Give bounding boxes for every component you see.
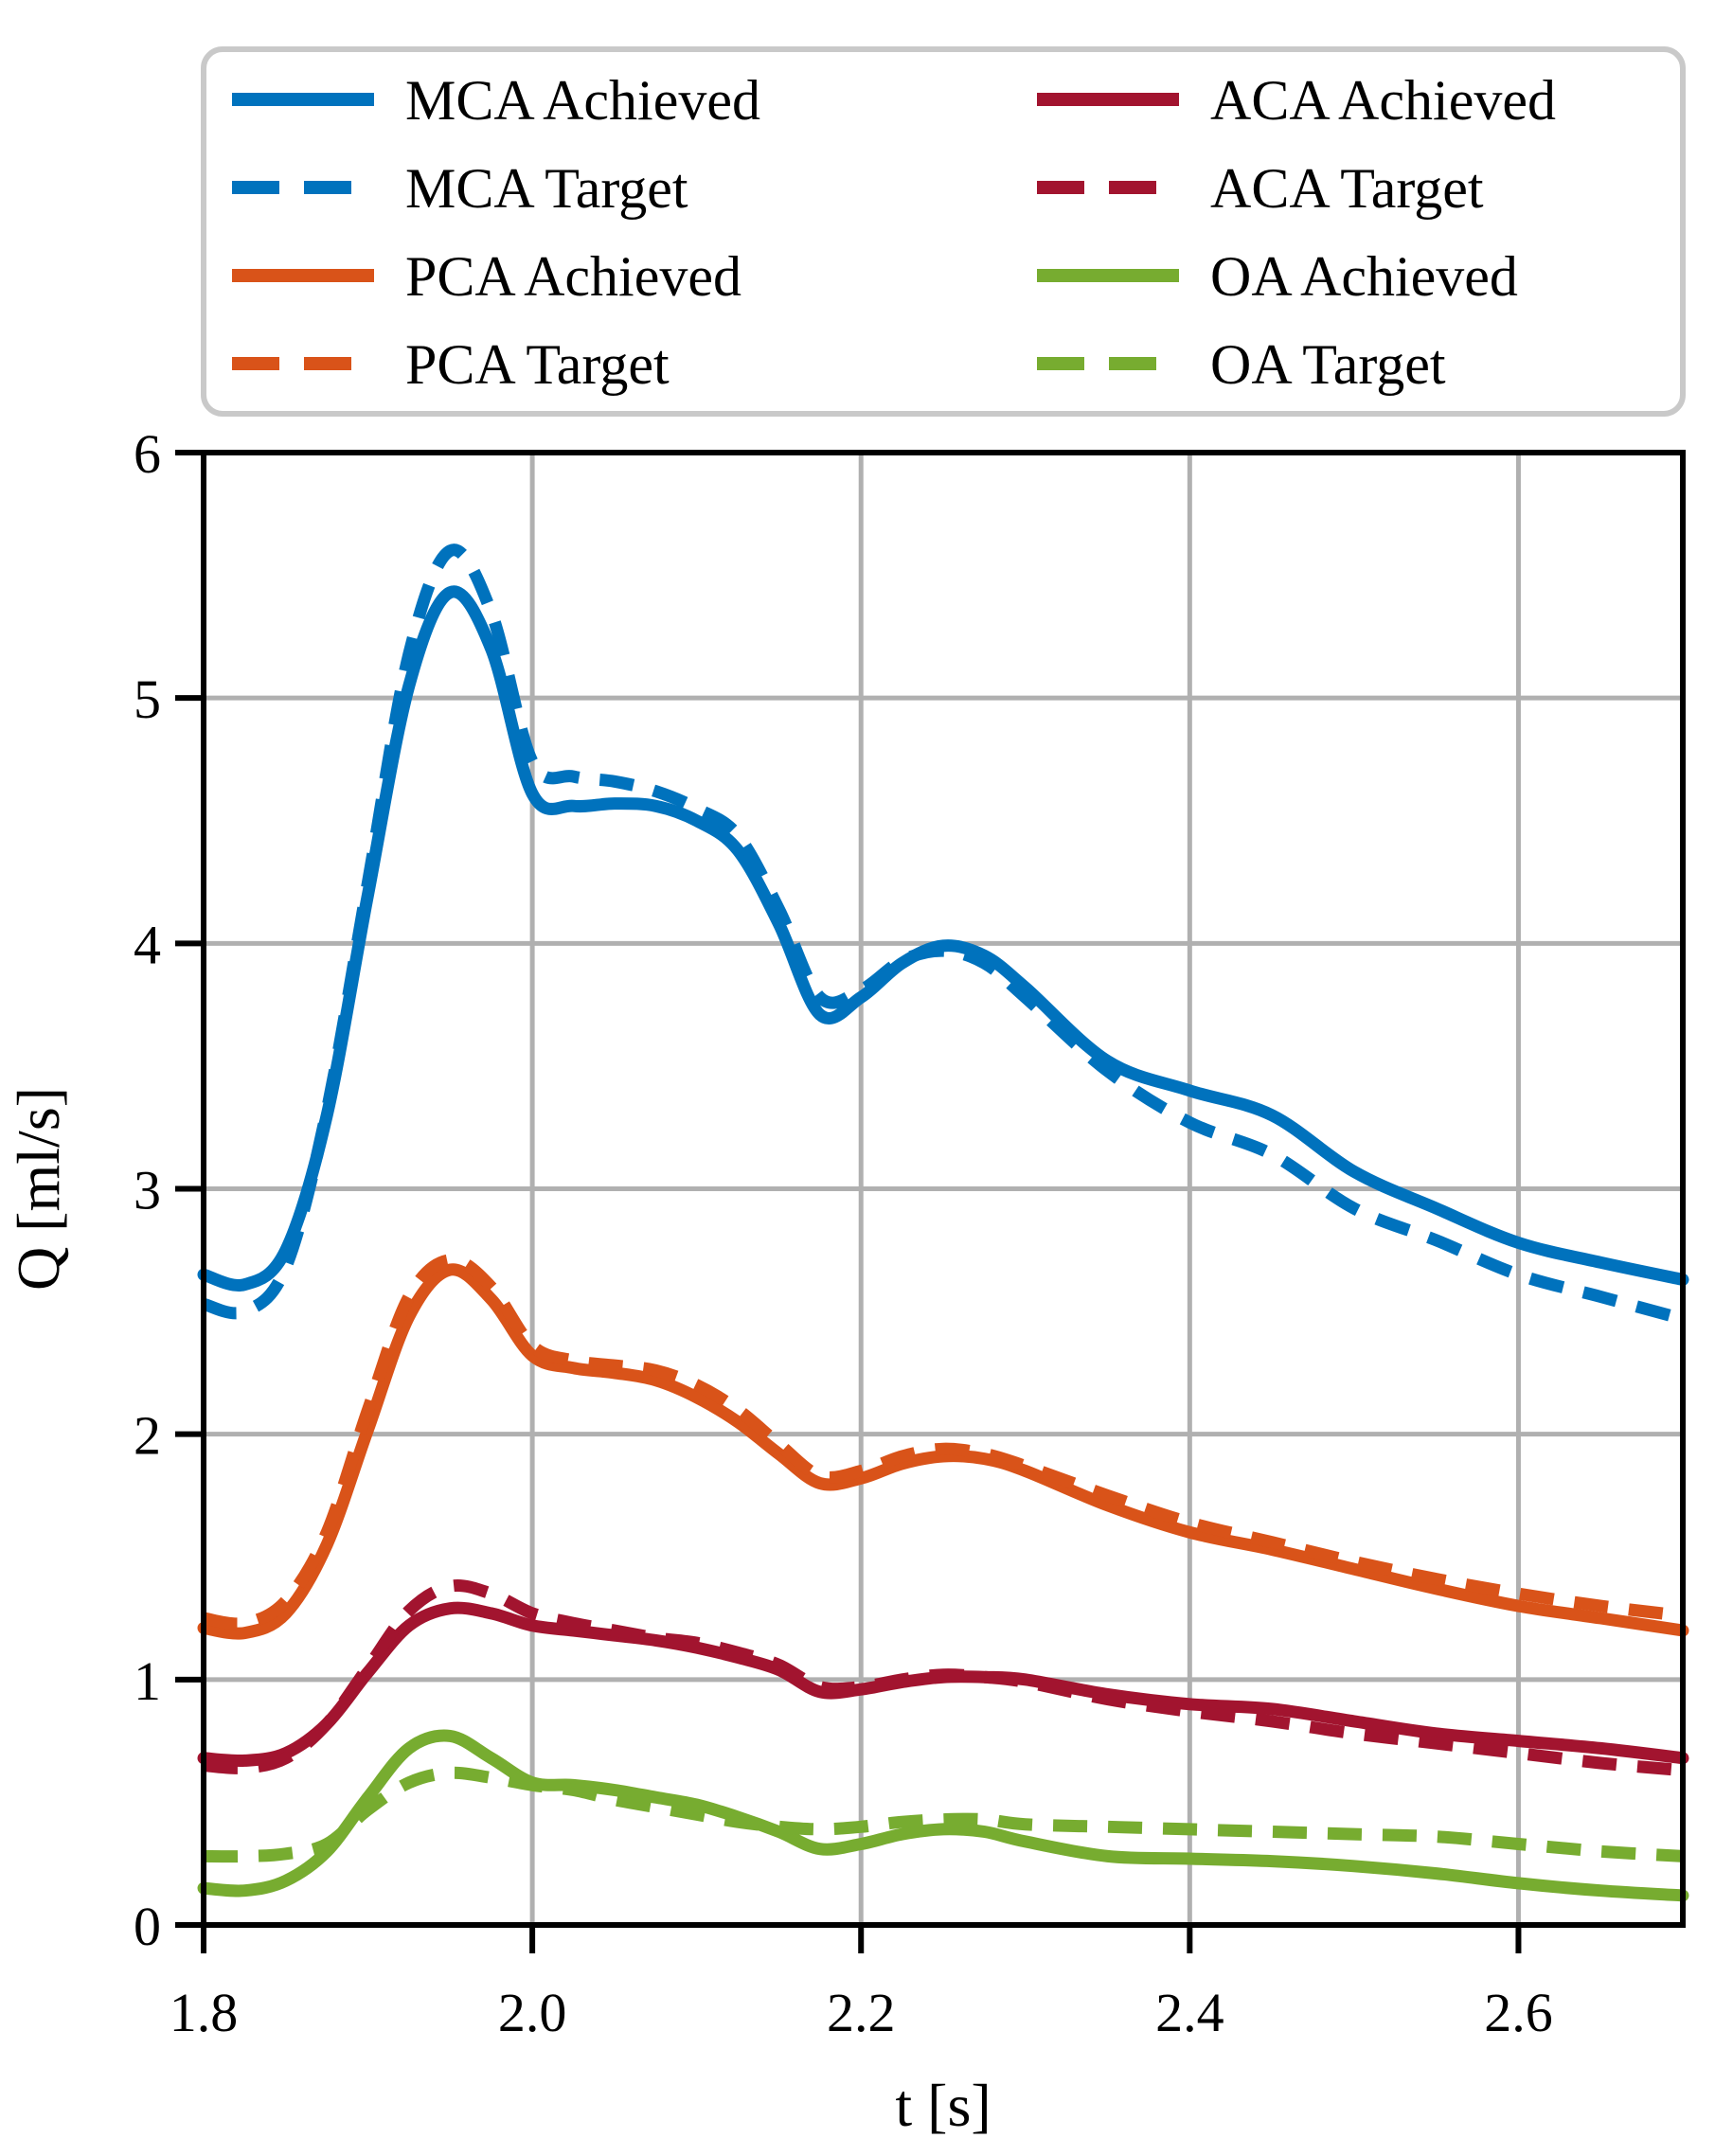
y-tick-label-6: 6 [134,423,161,485]
y-tick-label-3: 3 [134,1160,161,1221]
y-axis-label: Q [ml/s] [5,1087,72,1291]
x-tick-label-2.6: 2.6 [1484,1982,1553,2043]
y-tick-label-4: 4 [134,914,161,975]
legend: MCA Achieved MCA Target PCA Achieved PCA Ta… [201,46,1686,417]
x-tick-label-1.8: 1.8 [170,1982,239,2043]
x-axis-label: t [s] [895,2072,991,2139]
legend-item-mca-target: MCA Target [232,157,688,220]
legend-item-aca-target: ACA Target [1037,157,1484,220]
legend-item-pca-achieved: PCA Achieved [232,245,741,308]
legend-label: OA Target [1210,333,1446,396]
legend-label: PCA Target [405,333,670,396]
y-tick-labels: 0 1 2 3 4 5 6 [134,423,161,1957]
legend-item-pca-target: PCA Target [232,333,670,396]
series-aca-achieved [197,1601,1689,1768]
series-pca-achieved [197,1263,1689,1640]
legend-label: MCA Target [405,157,688,220]
x-tick-label-2.4: 2.4 [1155,1982,1224,2043]
legend-label: ACA Achieved [1210,69,1556,132]
legend-item-oa-achieved: OA Achieved [1037,245,1518,308]
y-tick-label-2: 2 [134,1405,161,1467]
gridlines [204,453,1683,1925]
legend-label: OA Achieved [1210,245,1518,308]
series-oa-target [203,1766,1684,1863]
x-tick-labels: 1.8 2.0 2.2 2.4 2.6 [170,1982,1553,2043]
legend-item-oa-target: OA Target [1037,333,1446,396]
legend-item-mca-achieved: MCA Achieved [232,69,760,132]
series-pca-target [202,1254,1684,1630]
legend-label: PCA Achieved [405,245,741,308]
y-tick-label-1: 1 [134,1650,161,1712]
curves [197,543,1689,1902]
y-tick-label-5: 5 [134,668,161,730]
series-mca-target [202,543,1685,1326]
x-tick-label-2: 2.0 [498,1982,567,2043]
y-tick-label-0: 0 [134,1896,161,1957]
legend-item-aca-achieved: ACA Achieved [1037,69,1556,132]
legend-label: MCA Achieved [405,69,760,132]
series-oa-achieved [197,1729,1689,1902]
x-tick-label-2.2: 2.2 [827,1982,896,2043]
axis-ticks [175,450,1522,1953]
legend-label: ACA Target [1210,157,1484,220]
legend-box [201,46,1686,417]
